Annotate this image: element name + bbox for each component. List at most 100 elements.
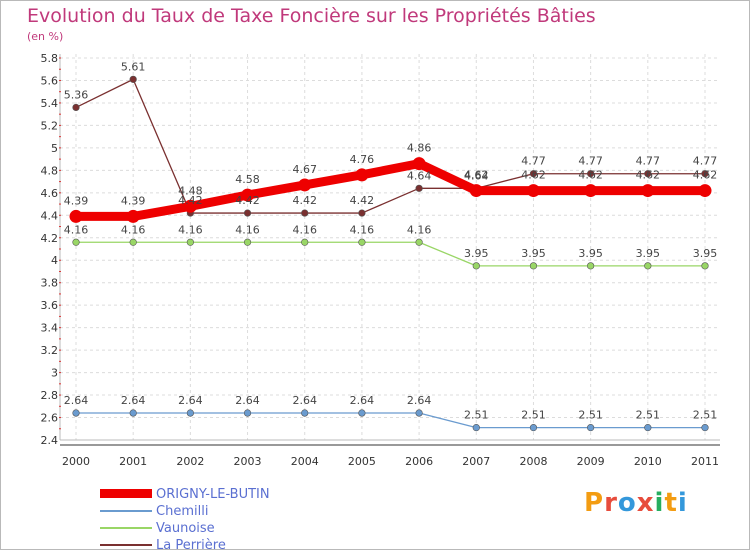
data-point (358, 238, 366, 246)
y-tick-label: 5.2 (41, 119, 59, 132)
data-point (358, 409, 366, 417)
series-line-origny-le-butin (71, 159, 710, 221)
data-point (415, 238, 423, 246)
x-tick-label: 2007 (462, 455, 490, 468)
x-tick-label: 2000 (62, 455, 90, 468)
y-tick-label: 2.4 (41, 434, 59, 447)
x-tick-label: 2008 (519, 455, 547, 468)
data-point (298, 178, 312, 192)
logo-letter: P (584, 488, 605, 518)
x-tick-label: 2003 (234, 455, 262, 468)
data-point (529, 424, 538, 432)
legend-swatch-origny (100, 489, 152, 498)
data-point (701, 424, 709, 432)
data-point (186, 238, 194, 246)
data-label: 2.64 (178, 394, 203, 407)
y-tick-label: 5.8 (41, 52, 59, 65)
data-label: 2.51 (636, 409, 661, 422)
data-label: 4.16 (350, 223, 375, 236)
data-label: 3.95 (693, 247, 718, 260)
legend-label-chemilli: Chemilli (156, 504, 209, 519)
y-tick-label: 5 (51, 142, 58, 155)
data-point (358, 209, 366, 217)
data-point (587, 424, 595, 432)
data-point (701, 170, 709, 178)
x-tick-label: 2004 (291, 455, 319, 468)
data-label: 2.51 (578, 409, 603, 422)
data-label: 2.51 (521, 409, 546, 422)
data-label: 4.62 (636, 169, 661, 182)
data-point (412, 157, 426, 171)
data-point (69, 209, 83, 223)
data-label: 2.64 (64, 394, 89, 407)
y-tick-label: 3.8 (41, 277, 59, 290)
data-point (126, 209, 140, 223)
data-label: 4.42 (178, 194, 203, 207)
data-label: 2.64 (235, 394, 260, 407)
chart-title: Evolution du Taux de Taxe Foncière sur l… (27, 5, 596, 27)
data-point (472, 424, 480, 432)
legend-swatch-vaunoise (100, 527, 152, 529)
data-label: 4.42 (292, 194, 317, 207)
logo-letter: o (617, 488, 637, 518)
data-point (415, 184, 423, 192)
data-point (584, 184, 598, 198)
data-point (529, 170, 538, 178)
data-point (301, 409, 309, 417)
data-point (243, 209, 252, 217)
x-tick-label: 2010 (634, 455, 662, 468)
data-label: 4.86 (407, 142, 432, 155)
data-label: 4.77 (636, 155, 661, 168)
data-label: 5.61 (121, 60, 146, 73)
data-label: 3.95 (464, 247, 489, 260)
data-point (241, 188, 255, 202)
y-tick-label: 4 (51, 254, 58, 267)
y-tick-label: 4.6 (41, 187, 59, 200)
data-point (701, 262, 709, 270)
y-tick-label: 3.2 (41, 344, 59, 357)
data-label: 2.64 (350, 394, 375, 407)
data-label: 4.67 (292, 163, 317, 176)
data-label: 4.42 (235, 194, 260, 207)
data-point (644, 424, 652, 432)
data-label: 5.36 (64, 88, 89, 101)
data-label: 3.95 (521, 247, 546, 260)
data-label: 4.16 (178, 223, 203, 236)
y-tick-label: 2.8 (41, 389, 59, 402)
data-point (72, 238, 80, 246)
y-tick-label: 4.4 (41, 209, 59, 222)
legend-label-origny: ORIGNY-LE-BUTIN (156, 487, 270, 502)
data-label: 4.62 (693, 169, 718, 182)
y-tick-label: 3 (51, 367, 58, 380)
x-tick-label: 2001 (119, 455, 147, 468)
data-point (644, 170, 652, 178)
data-label: 2.64 (292, 394, 317, 407)
data-point (72, 103, 80, 112)
x-tick-label: 2011 (691, 455, 719, 468)
y-tick-label: 5.6 (41, 74, 59, 87)
data-label: 4.16 (121, 223, 146, 236)
data-label: 4.64 (407, 169, 432, 182)
data-point (355, 168, 369, 182)
y-tick-label: 5.4 (41, 97, 59, 110)
data-point (243, 409, 252, 417)
data-label: 4.62 (464, 169, 489, 182)
data-point (186, 409, 194, 417)
logo-letter: t (664, 488, 678, 518)
data-label: 4.77 (578, 155, 603, 168)
data-point (529, 262, 538, 270)
logo-letter: r (604, 488, 618, 518)
data-point (641, 184, 655, 198)
data-label: 4.16 (407, 223, 432, 236)
data-label: 2.51 (464, 409, 489, 422)
data-point (415, 409, 423, 417)
legend-swatch-chemilli (100, 510, 152, 512)
legend-swatch-la-perriere (100, 544, 152, 546)
data-point (129, 75, 137, 83)
data-point (698, 184, 712, 198)
y-tick-label: 3.6 (41, 299, 59, 312)
data-label: 2.51 (693, 409, 718, 422)
logo-letter: x (636, 488, 655, 518)
x-tick-label: 2005 (348, 455, 376, 468)
